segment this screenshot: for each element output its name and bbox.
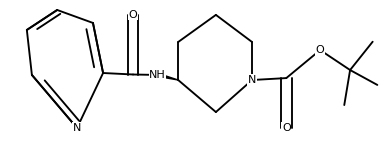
Text: N: N	[73, 123, 81, 133]
Text: N: N	[248, 75, 256, 85]
Polygon shape	[156, 74, 178, 80]
Text: O: O	[282, 123, 291, 133]
Text: NH: NH	[149, 70, 166, 80]
Text: O: O	[129, 10, 137, 20]
Text: O: O	[316, 45, 324, 55]
